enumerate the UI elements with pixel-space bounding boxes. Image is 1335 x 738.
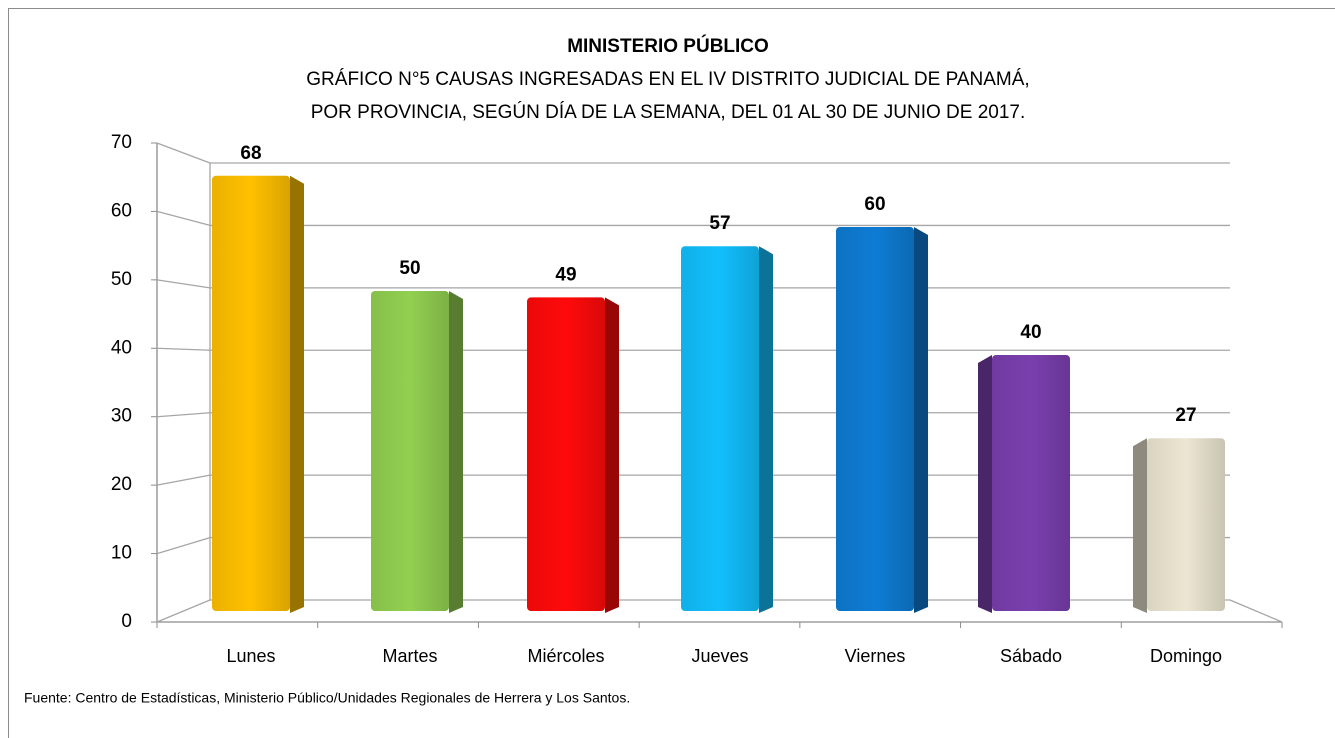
- chart-subtitle: GRÁFICO N°5 CAUSAS INGRESADAS EN EL IV D…: [306, 69, 1029, 90]
- source-note: Fuente: Centro de Estadísticas, Minister…: [24, 690, 630, 706]
- bar: [212, 175, 290, 612]
- x-tick-label: Jueves: [691, 646, 748, 666]
- y-tick-label: 30: [111, 406, 132, 427]
- bar-side: [290, 175, 304, 614]
- chart-title: MINISTERIO PÚBLICO: [567, 35, 769, 57]
- data-label: 60: [864, 194, 885, 215]
- bar-side: [978, 355, 992, 613]
- bar-side: [605, 297, 619, 613]
- y-tick-label: 10: [111, 543, 132, 564]
- data-label: 57: [709, 213, 730, 234]
- x-tick-label: Viernes: [845, 646, 906, 666]
- grid-line: [156, 474, 211, 486]
- x-tick-label: Sábado: [1000, 646, 1062, 666]
- grid-line: [156, 142, 211, 164]
- grid-line: [156, 599, 211, 623]
- bar: [371, 291, 449, 611]
- y-tick-label: 70: [111, 132, 132, 153]
- y-tick-label: 40: [111, 337, 132, 358]
- chart-subtitle: POR PROVINCIA, SEGÚN DÍA DE LA SEMANA, D…: [311, 101, 1026, 123]
- bar-side: [1133, 438, 1147, 613]
- grid-line: [156, 210, 211, 227]
- x-tick-label: Lunes: [226, 646, 275, 666]
- bar: [1147, 438, 1225, 611]
- bar: [527, 297, 605, 611]
- grid-line: [156, 412, 211, 418]
- bar-side: [914, 227, 928, 613]
- data-label: 68: [240, 143, 261, 164]
- grid-line: [156, 279, 211, 289]
- bar: [992, 355, 1070, 611]
- data-label: 40: [1020, 322, 1041, 343]
- x-tick-label: Domingo: [1150, 646, 1222, 666]
- bar-side: [449, 291, 463, 613]
- bar-side: [759, 246, 773, 613]
- grid-line: [156, 347, 211, 351]
- floor-edge: [1229, 599, 1283, 623]
- data-label: 27: [1175, 405, 1196, 426]
- data-label: 49: [555, 264, 576, 285]
- x-tick-label: Martes: [382, 646, 437, 666]
- y-tick-label: 0: [121, 611, 132, 632]
- bar: [681, 246, 759, 611]
- bar: [836, 227, 914, 611]
- x-tick-label: Miércoles: [527, 646, 604, 666]
- y-tick-label: 50: [111, 269, 132, 290]
- y-tick-label: 20: [111, 474, 132, 495]
- data-label: 50: [399, 258, 420, 279]
- y-tick-label: 60: [111, 200, 132, 221]
- grid-line: [156, 536, 211, 555]
